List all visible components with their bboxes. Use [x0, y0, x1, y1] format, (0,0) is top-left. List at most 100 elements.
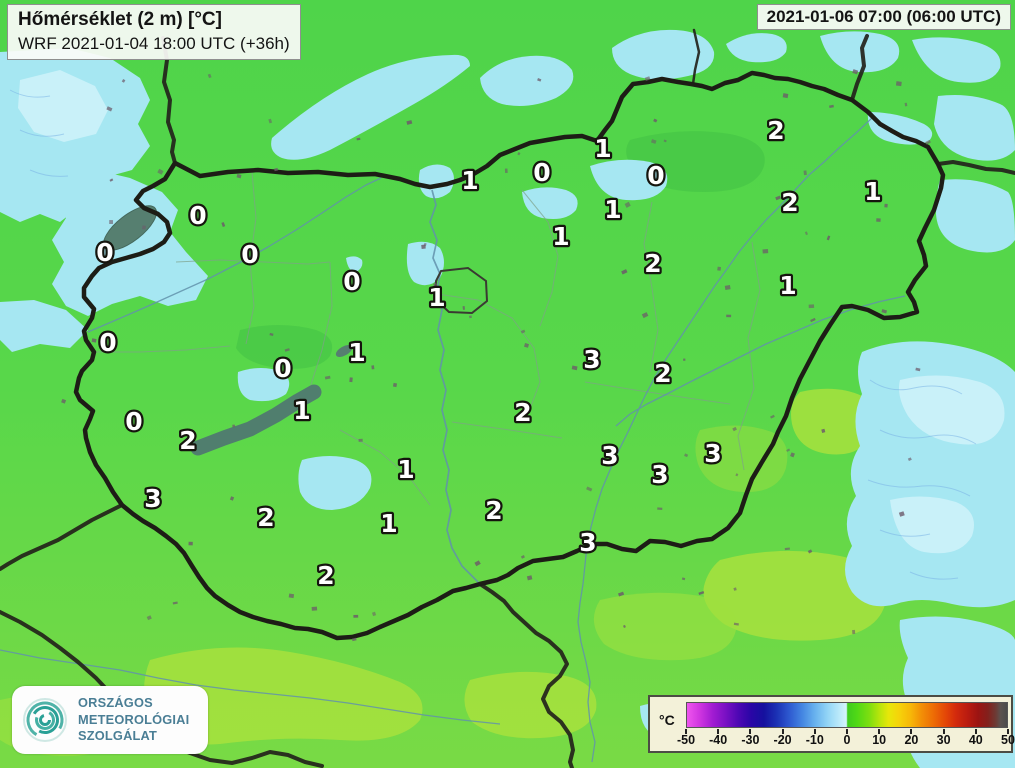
legend-tick-mark — [878, 729, 881, 734]
settlement-mark — [735, 473, 739, 477]
temperature-label: 1 — [397, 455, 414, 484]
legend-tick-mark — [974, 729, 977, 734]
settlement-mark — [274, 167, 279, 172]
temperature-label: 3 — [579, 528, 596, 557]
settlement-mark — [622, 624, 626, 628]
settlement-mark — [524, 343, 529, 348]
temperature-label: 2 — [644, 249, 661, 278]
settlement-mark — [762, 249, 769, 254]
temperature-label: 0 — [96, 238, 113, 267]
settlement-mark — [288, 593, 295, 599]
lake-balaton — [190, 384, 322, 456]
settlement-mark — [915, 367, 921, 372]
settlement-mark — [157, 168, 164, 175]
temperature-label: 2 — [781, 188, 798, 217]
settlement-mark — [884, 203, 888, 208]
settlement-mark — [356, 137, 361, 141]
temperature-label: 1 — [428, 283, 445, 312]
legend-tick-mark — [1007, 729, 1009, 734]
settlement-mark — [733, 587, 737, 591]
legend-tick-label: 30 — [936, 733, 951, 747]
settlement-mark — [432, 282, 438, 288]
temperature-label: 2 — [514, 398, 531, 427]
settlement-mark — [423, 242, 427, 247]
omsz-spiral-icon — [23, 698, 67, 742]
settlement-mark — [61, 398, 67, 404]
settlement-mark — [526, 575, 533, 581]
temperature-label: 1 — [552, 222, 569, 251]
settlement-mark — [733, 622, 739, 626]
logo-line-3: SZOLGÁLAT — [78, 728, 158, 744]
legend-tick-label: -20 — [773, 733, 792, 747]
temperature-label: 3 — [601, 441, 618, 470]
settlement-mark — [790, 452, 795, 458]
settlement-mark — [852, 629, 856, 635]
settlement-mark — [474, 560, 481, 567]
settlement-mark — [504, 168, 508, 174]
page-title: Hőmérséklet (2 m) [°C] — [18, 9, 222, 30]
temperature-label: 0 — [343, 267, 360, 296]
settlement-mark — [644, 76, 651, 82]
settlement-mark — [810, 317, 816, 323]
settlement-mark — [109, 220, 114, 225]
settlement-mark — [371, 365, 375, 370]
settlement-mark — [109, 178, 114, 182]
legend-tick-label: 40 — [968, 733, 983, 747]
settlement-mark — [684, 453, 689, 458]
settlement-mark — [895, 81, 902, 87]
settlement-mark — [650, 139, 657, 144]
settlement-mark — [726, 314, 732, 318]
settlement-mark — [803, 170, 807, 176]
settlement-mark — [821, 428, 826, 434]
settlement-mark — [732, 426, 737, 432]
settlement-mark — [653, 118, 658, 123]
settlement-mark — [406, 120, 413, 125]
settlement-mark — [146, 615, 152, 621]
settlement-mark — [353, 614, 359, 618]
settlement-mark — [537, 78, 542, 82]
settlement-mark — [351, 637, 357, 642]
temperature-label: 3 — [583, 345, 600, 374]
legend-tick-label: 0 — [843, 733, 851, 747]
settlement-mark — [770, 414, 775, 419]
legend-tick-label: 10 — [872, 733, 887, 747]
settlement-mark — [349, 377, 353, 383]
legend-tick-label: -50 — [676, 733, 696, 747]
omsz-logo-text: ORSZÁGOS METEOROLÓGIAI SZOLGÁLAT — [78, 695, 189, 746]
legend-tick-label: -10 — [805, 733, 824, 747]
legend-tick-mark — [717, 729, 720, 734]
settlement-mark — [683, 358, 686, 361]
temperature-label: 1 — [594, 134, 611, 163]
temperature-label: 2 — [767, 116, 784, 145]
settlement-mark — [236, 173, 242, 179]
temperature-label: 2 — [654, 359, 671, 388]
temperature-label: 0 — [99, 328, 116, 357]
settlement-mark — [520, 329, 526, 334]
temperature-label: 1 — [293, 396, 310, 425]
temperature-label: 1 — [348, 338, 365, 367]
settlement-mark — [784, 547, 790, 551]
temperature-label: 0 — [533, 158, 550, 187]
settlement-mark — [663, 139, 667, 143]
settlement-mark — [724, 285, 731, 290]
legend-tick-mark — [685, 729, 687, 734]
legend-tick-label: -30 — [741, 733, 760, 747]
legend-gradient-bar — [686, 702, 1008, 728]
settlement-mark — [807, 549, 813, 554]
legend-unit-label: °C — [659, 712, 675, 728]
settlement-mark — [904, 102, 908, 107]
settlement-mark — [782, 93, 789, 99]
settlement-mark — [468, 315, 472, 319]
settlement-mark — [641, 312, 649, 319]
budapest-outline — [433, 266, 489, 315]
legend-tick-label: 50 — [1001, 733, 1015, 747]
temperature-label: 1 — [864, 177, 881, 206]
settlement-mark — [775, 195, 781, 201]
legend-tick-label: 20 — [904, 733, 919, 747]
settlement-mark — [698, 591, 705, 596]
settlement-mark — [284, 348, 290, 352]
settlement-mark — [268, 118, 273, 124]
settlement-mark — [207, 73, 212, 79]
settlement-mark — [232, 424, 236, 428]
